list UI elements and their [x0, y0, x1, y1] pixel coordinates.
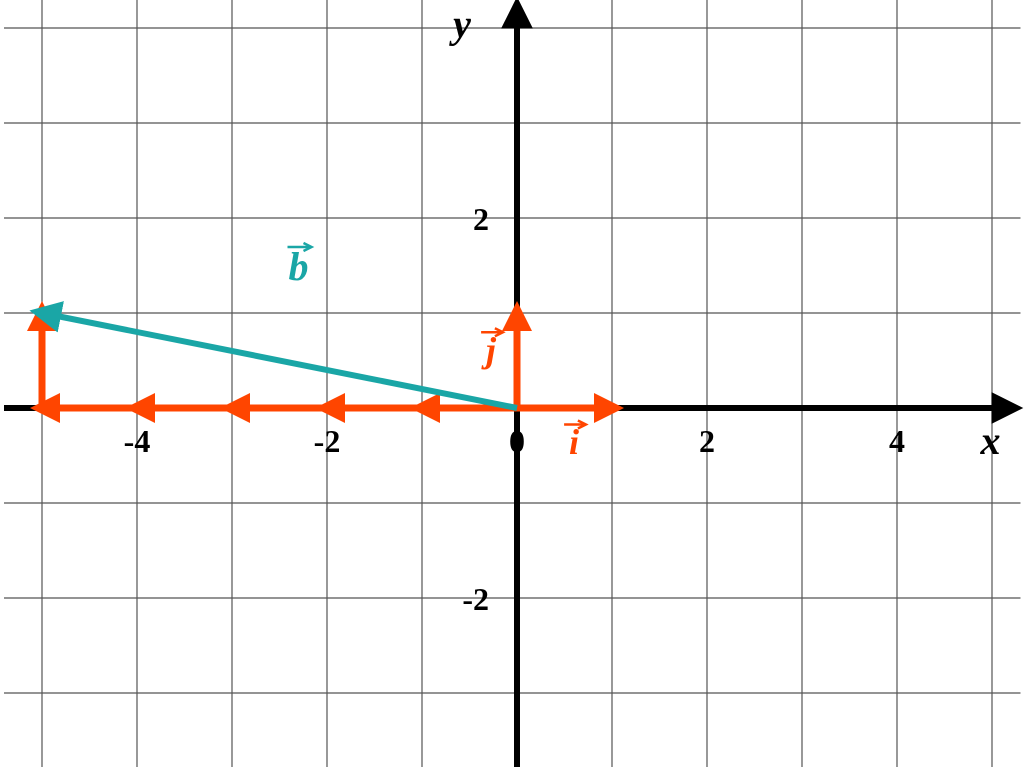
vector-b-label: b — [288, 243, 312, 289]
x-tick-label: 4 — [889, 423, 905, 459]
y-tick-label: -2 — [462, 581, 489, 617]
grid — [4, 0, 1021, 767]
svg-text:j: j — [481, 330, 497, 370]
vector-b — [42, 313, 517, 408]
y-tick-label: 2 — [473, 201, 489, 237]
vector-coordinate-plot: yx-4-20242-2bji — [0, 0, 1024, 767]
x-tick-label: 2 — [699, 423, 715, 459]
unit-vector-j-label: j — [481, 328, 503, 370]
axes: yx — [4, 2, 1011, 767]
x-tick-label: -4 — [124, 423, 151, 459]
x-axis-label: x — [980, 418, 1001, 463]
x-tick-label: -2 — [314, 423, 341, 459]
x-tick-label: 0 — [509, 423, 525, 459]
y-axis-label: y — [449, 2, 471, 47]
unit-vector-i-label: i — [564, 420, 586, 462]
svg-text:i: i — [569, 422, 579, 462]
